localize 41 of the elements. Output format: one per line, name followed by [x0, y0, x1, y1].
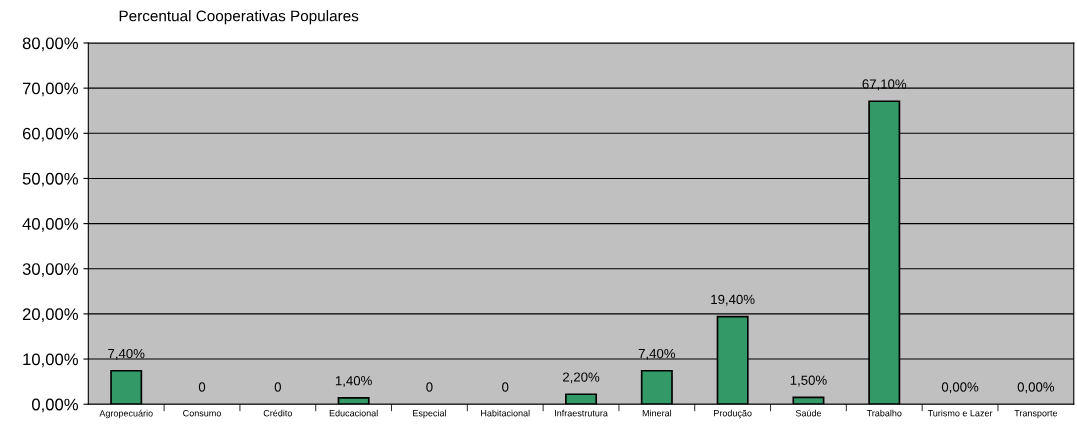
x-tick-label: Habitacional [481, 409, 530, 417]
data-label: 0,00% [1017, 382, 1055, 394]
y-tick-label: 10,00% [23, 353, 78, 368]
data-label: 2,20% [563, 372, 600, 384]
chart-title: Percentual Cooperativas Populares [119, 10, 359, 25]
y-tick-label: 30,00% [22, 263, 78, 277]
y-tick-label: 80,00% [22, 37, 78, 52]
data-label: 19,40% [711, 294, 755, 306]
data-label: 0 [198, 382, 206, 392]
x-tick-label: Agropecuário [99, 409, 153, 419]
x-tick-label: Produção [714, 409, 752, 419]
data-label: 1,40% [335, 375, 372, 387]
x-tick-label: Infraestrutura [555, 409, 608, 417]
data-label: 0 [426, 382, 433, 392]
x-tick-label: Saúde [795, 409, 822, 417]
y-tick-label: 50,00% [22, 172, 78, 187]
data-label: 1,50% [790, 375, 827, 387]
data-label: 0 [502, 382, 509, 392]
data-label: 7,40% [108, 348, 145, 360]
x-tick-label: Trabalho [866, 409, 902, 417]
bar [792, 396, 825, 405]
bar [110, 369, 143, 405]
y-tick-label: 40,00% [22, 218, 78, 232]
bar [565, 393, 598, 405]
x-tick-label: Educacional [329, 409, 378, 417]
bar [640, 369, 673, 405]
data-label: 7,40% [638, 348, 676, 360]
x-tick-label: Especial [413, 409, 446, 419]
y-tick-label: 70,00% [22, 82, 78, 97]
x-tick-label: Crédito [263, 409, 292, 417]
x-tick-label: Transporte [1014, 410, 1058, 419]
x-tick-label: Turismo e Lazer [927, 409, 993, 417]
data-label: 67,10% [862, 79, 907, 91]
data-label: 0,00% [941, 382, 979, 394]
y-tick-label: 20,00% [22, 308, 78, 323]
x-tick-label: Mineral [642, 409, 672, 417]
bar [337, 397, 370, 405]
y-tick-label: 60,00% [22, 127, 78, 142]
data-label: 0 [274, 382, 281, 392]
x-tick-label: Consumo [183, 409, 221, 417]
y-tick-label: 0,00% [31, 398, 78, 413]
